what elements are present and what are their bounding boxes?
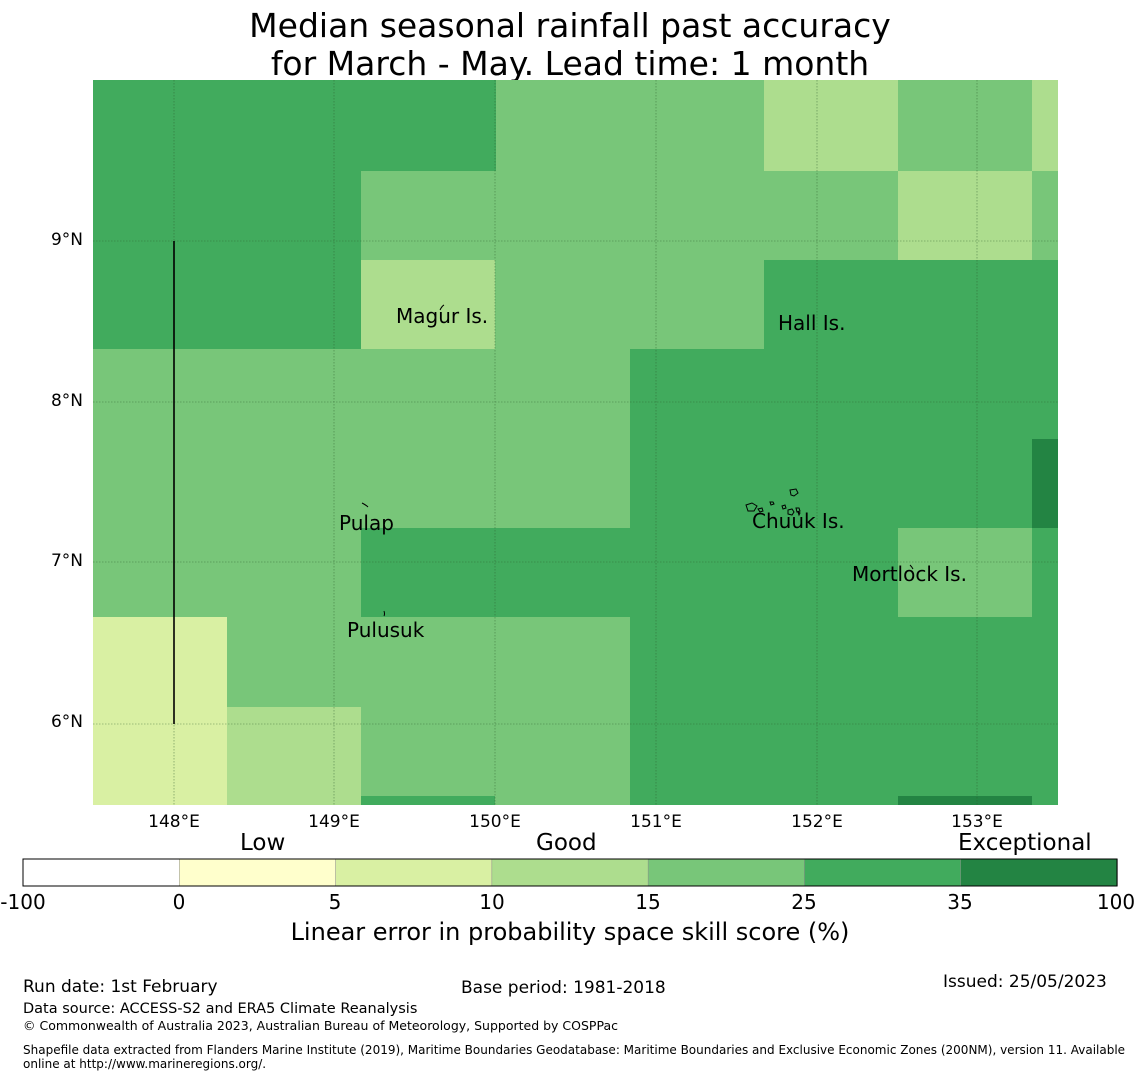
lat-label-8n: 8°N: [50, 391, 83, 411]
grid-cell: [93, 707, 227, 796]
colorbar-tick: 10: [479, 890, 505, 914]
grid-cell: [495, 260, 764, 349]
grid-cell: [630, 349, 1058, 439]
place-label-pulap: Pulap: [339, 511, 394, 535]
legend-category-exceptional: Exceptional: [958, 830, 1092, 856]
island-outlines: [361, 304, 914, 617]
grid-cell: [361, 171, 898, 260]
colorbar-tick: 15: [635, 890, 661, 914]
place-label-mortlock: Mortlock Is.: [852, 562, 967, 586]
grid-cell: [764, 260, 1058, 349]
grid-cell: [361, 796, 495, 805]
grid-cell: [898, 528, 1032, 617]
lon-label-149e: 149°E: [308, 812, 360, 832]
grid-cell: [93, 796, 227, 805]
lat-label-6n: 6°N: [50, 712, 83, 732]
colorbar-segment: [491, 858, 649, 887]
shapefile-credit-line-2: online at http://www.marineregions.org/.: [23, 1057, 267, 1071]
legend-category-low: Low: [240, 830, 286, 856]
issued-date: Issued: 25/05/2023: [943, 972, 1107, 992]
place-label-hall: Hall Is.: [778, 311, 846, 335]
skill-grid-cells: [93, 80, 1058, 805]
grid-cell: [93, 439, 630, 528]
shapefile-credit-line-1: Shapefile data extracted from Flanders M…: [23, 1043, 1126, 1057]
copyright: © Commonwealth of Australia 2023, Austra…: [23, 1018, 618, 1033]
grid-cell: [361, 707, 630, 796]
lon-label-152e: 152°E: [791, 812, 843, 832]
lat-label-7n: 7°N: [50, 551, 83, 571]
grid-cell: [227, 707, 361, 796]
grid-cell: [361, 260, 495, 349]
colorbar-tick: 0: [172, 890, 186, 914]
base-period: Base period: 1981-2018: [461, 978, 666, 998]
colorbar-title: Linear error in probability space skill …: [290, 918, 850, 946]
colorbar-segment: [22, 858, 181, 887]
colorbar-frame: [22, 858, 1118, 887]
grid-cell: [93, 617, 227, 707]
place-label-pulusuk: Pulusuk: [347, 618, 425, 642]
title-line-1: Median seasonal rainfall past accuracy: [249, 6, 891, 45]
lon-label-151e: 151°E: [630, 812, 682, 832]
colorbar-tick: 100: [1096, 890, 1136, 914]
place-label-chuuk: Chuuk Is.: [752, 509, 845, 533]
grid-cell: [496, 80, 764, 171]
grid-cell: [227, 617, 630, 707]
legend-category-good: Good: [536, 830, 597, 856]
grid-cell: [93, 528, 361, 617]
grid-cell: [1032, 528, 1058, 617]
run-date: Run date: 1st February: [23, 977, 218, 997]
colorbar-segment: [804, 858, 962, 887]
colorbar-segment: [960, 858, 1118, 887]
grid-cell: [898, 80, 1032, 171]
grid-cell: [93, 349, 630, 439]
grid-cell: [630, 707, 1058, 796]
grid-cell: [93, 80, 496, 171]
grid-cell: [1032, 80, 1058, 171]
grid-cell: [1032, 439, 1058, 528]
grid-cell: [1032, 796, 1058, 805]
grid-cell: [227, 796, 361, 805]
data-source: Data source: ACCESS-S2 and ERA5 Climate …: [23, 1001, 418, 1017]
grid-cell: [630, 617, 1058, 707]
grid-cell: [495, 796, 630, 805]
grid-cell: [1032, 171, 1058, 260]
colorbar-tick: -100: [0, 890, 46, 914]
colorbar-segment: [179, 858, 337, 887]
colorbar-tick: 25: [791, 890, 817, 914]
grid-cell: [93, 171, 361, 260]
grid-cell: [898, 171, 1032, 260]
colorbar-tick: 5: [328, 890, 342, 914]
title-line-2: for March - May. Lead time: 1 month: [270, 44, 870, 83]
lat-label-9n: 9°N: [50, 230, 83, 250]
lon-label-148e: 148°E: [148, 812, 200, 832]
colorbar-tick: 35: [947, 890, 973, 914]
colorbar-segment: [335, 858, 493, 887]
grid-cell: [361, 528, 898, 617]
grid-cell: [93, 260, 361, 349]
place-label-magur: Magur Is.: [396, 304, 489, 328]
lon-label-150e: 150°E: [469, 812, 521, 832]
grid-cell: [764, 80, 898, 171]
lon-label-153e: 153°E: [951, 812, 1003, 832]
grid-cell: [630, 796, 898, 805]
grid-cell: [898, 796, 1032, 805]
colorbar-segment: [647, 858, 806, 887]
grid-cell: [630, 439, 1032, 528]
